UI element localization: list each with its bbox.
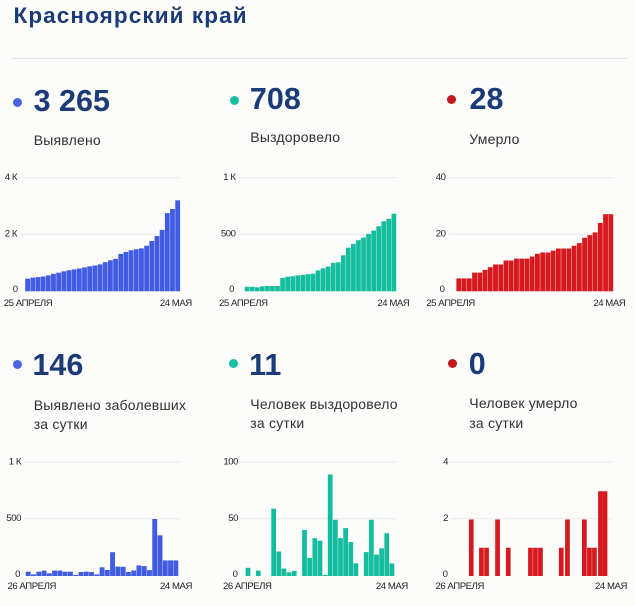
svg-text:24 МАЯ: 24 МАЯ	[377, 298, 409, 309]
svg-text:24 МАЯ: 24 МАЯ	[160, 298, 192, 309]
svg-text:24 МАЯ: 24 МАЯ	[595, 581, 627, 592]
svg-text:24 МАЯ: 24 МАЯ	[160, 581, 192, 592]
svg-text:26 АПРЕЛЯ: 26 АПРЕЛЯ	[223, 581, 272, 592]
svg-text:500: 500	[221, 229, 236, 240]
svg-text:26 АПРЕЛЯ: 26 АПРЕЛЯ	[435, 581, 484, 592]
svg-text:25 АПРЕЛЯ: 25 АПРЕЛЯ	[426, 298, 475, 309]
svg-text:1 К: 1 К	[223, 172, 236, 183]
svg-text:0: 0	[233, 569, 238, 580]
svg-text:25 АПРЕЛЯ: 25 АПРЕЛЯ	[219, 298, 268, 309]
svg-text:0: 0	[229, 284, 234, 295]
svg-text:2 К: 2 К	[5, 229, 18, 240]
svg-text:24 МАЯ: 24 МАЯ	[593, 298, 625, 309]
svg-text:2: 2	[443, 513, 448, 524]
svg-text:4 К: 4 К	[5, 172, 18, 183]
svg-text:0: 0	[15, 569, 20, 580]
svg-text:4: 4	[443, 457, 449, 468]
svg-text:40: 40	[436, 172, 446, 183]
svg-text:24 МАЯ: 24 МАЯ	[376, 581, 408, 592]
svg-text:20: 20	[436, 229, 446, 240]
svg-text:0: 0	[443, 569, 448, 580]
svg-text:25 АПРЕЛЯ: 25 АПРЕЛЯ	[4, 298, 53, 309]
svg-text:100: 100	[223, 457, 238, 468]
svg-text:500: 500	[6, 513, 21, 524]
svg-text:50: 50	[228, 513, 238, 524]
svg-text:26 АПРЕЛЯ: 26 АПРЕЛЯ	[7, 581, 56, 592]
svg-text:1 К: 1 К	[9, 457, 22, 468]
svg-text:0: 0	[440, 284, 445, 295]
svg-text:0: 0	[13, 284, 18, 295]
